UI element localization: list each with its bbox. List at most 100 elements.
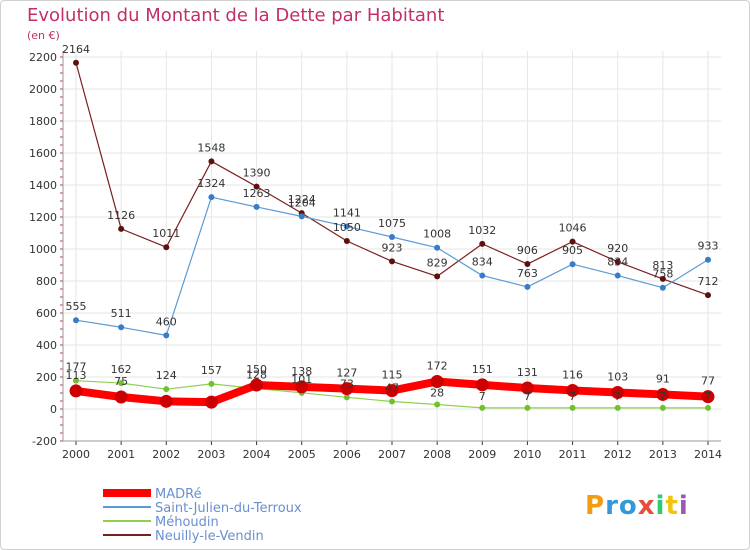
data-label: 1126 <box>107 209 135 222</box>
chart-subtitle: (en €) <box>27 29 60 42</box>
data-label: 906 <box>517 244 538 257</box>
y-tick-label: 1600 <box>29 147 57 160</box>
data-label: 1204 <box>288 196 316 209</box>
data-point <box>118 380 125 387</box>
data-label: 712 <box>698 275 719 288</box>
legend-label: Méhoudin <box>155 515 219 530</box>
data-point <box>343 223 350 230</box>
data-point <box>659 275 666 282</box>
data-label: 115 <box>382 369 403 382</box>
y-tick-label: 600 <box>36 307 57 320</box>
data-point <box>163 332 170 339</box>
data-point <box>295 380 309 394</box>
data-label: 1011 <box>152 227 180 240</box>
legend-label: MADRé <box>155 487 202 502</box>
x-tick-label: 2005 <box>288 448 316 461</box>
data-label: 7 <box>569 390 576 403</box>
y-tick-label: 400 <box>36 339 57 352</box>
data-point <box>118 324 125 331</box>
data-label: 1263 <box>243 187 271 200</box>
data-point <box>73 377 79 384</box>
y-tick-label: 2200 <box>29 51 57 64</box>
data-label: 113 <box>66 369 87 382</box>
data-label: 1050 <box>333 221 361 234</box>
data-point <box>253 183 260 190</box>
data-label: 91 <box>656 372 670 385</box>
y-tick-label: 1200 <box>29 211 57 224</box>
y-tick-label: 1400 <box>29 179 57 192</box>
data-label: 28 <box>430 387 444 400</box>
x-tick-label: 2008 <box>423 448 451 461</box>
data-point <box>253 203 260 210</box>
data-point <box>434 244 441 251</box>
x-tick-label: 2013 <box>649 448 677 461</box>
data-point <box>705 292 711 299</box>
data-point <box>343 394 350 401</box>
x-tick-label: 2010 <box>513 448 541 461</box>
proxiti-logo: Proxiti <box>585 491 689 521</box>
data-label: 2164 <box>62 43 90 56</box>
data-point <box>73 59 79 66</box>
x-tick-label: 2007 <box>378 448 406 461</box>
data-point <box>118 225 125 232</box>
data-label: 101 <box>291 373 312 386</box>
x-tick-label: 2011 <box>559 448 587 461</box>
data-point <box>524 404 531 411</box>
x-tick-label: 2000 <box>62 448 90 461</box>
x-tick-label: 2009 <box>468 448 496 461</box>
data-label: 73 <box>340 377 354 390</box>
data-label: 7 <box>614 390 621 403</box>
data-label: 905 <box>562 244 583 257</box>
data-point <box>430 374 444 388</box>
data-point <box>389 398 395 405</box>
data-label: 7 <box>659 390 666 403</box>
data-label: 138 <box>291 365 312 378</box>
data-point <box>69 384 83 398</box>
data-point <box>298 213 305 220</box>
data-label: 460 <box>156 315 177 328</box>
data-point <box>701 390 715 404</box>
data-label: 834 <box>472 256 493 269</box>
data-label: 1046 <box>559 222 587 235</box>
data-point <box>614 404 621 411</box>
x-tick-label: 2014 <box>694 448 722 461</box>
data-point <box>520 381 534 395</box>
data-label: 933 <box>698 240 719 253</box>
data-label: 103 <box>607 371 628 384</box>
data-point <box>524 283 531 290</box>
y-tick-label: 2000 <box>29 83 57 96</box>
data-point <box>611 386 625 400</box>
data-point <box>250 378 264 392</box>
data-point <box>705 256 711 263</box>
data-label: 127 <box>336 367 357 380</box>
data-point <box>569 238 576 245</box>
legend-label: Saint-Julien-du-Terroux <box>155 501 302 516</box>
data-label: 151 <box>472 363 493 376</box>
data-label: 77 <box>701 375 715 388</box>
data-point <box>343 238 350 244</box>
data-point <box>208 380 215 387</box>
data-label: 1390 <box>243 167 271 180</box>
x-tick-label: 2004 <box>243 448 271 461</box>
data-label: 1224 <box>288 193 316 206</box>
data-label: 177 <box>66 361 87 374</box>
x-tick-label: 2003 <box>197 448 225 461</box>
data-label: 157 <box>201 364 222 377</box>
data-point <box>659 404 666 411</box>
data-label: 923 <box>382 241 403 254</box>
data-point <box>614 258 621 265</box>
data-label: 7 <box>524 390 531 403</box>
y-tick-label: 200 <box>36 371 57 384</box>
data-label: 920 <box>607 242 628 255</box>
data-point <box>659 284 666 291</box>
data-label: 128 <box>246 369 267 382</box>
data-point <box>389 258 395 265</box>
chart-title: Evolution du Montant de la Dette par Hab… <box>27 5 445 26</box>
x-tick-label: 2012 <box>604 448 632 461</box>
data-point <box>208 158 215 165</box>
data-point <box>340 382 354 396</box>
data-label: 1141 <box>333 206 361 219</box>
data-label: 7 <box>479 390 486 403</box>
x-tick-label: 2001 <box>107 448 135 461</box>
